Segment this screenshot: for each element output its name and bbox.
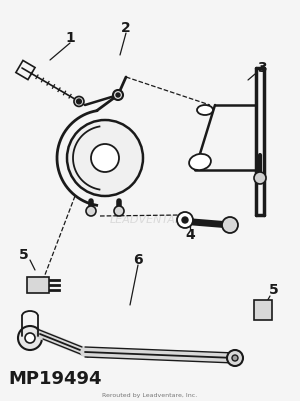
Text: 2: 2: [121, 21, 131, 35]
Text: Rerouted by Leadventare, Inc.: Rerouted by Leadventare, Inc.: [102, 393, 198, 398]
Circle shape: [177, 212, 193, 228]
Text: 3: 3: [257, 61, 267, 75]
Text: 6: 6: [133, 253, 143, 267]
Circle shape: [182, 217, 188, 223]
Text: 5: 5: [269, 283, 279, 297]
Circle shape: [76, 99, 82, 104]
Circle shape: [18, 326, 42, 350]
Text: 4: 4: [185, 228, 195, 242]
Circle shape: [25, 333, 35, 343]
Text: 5: 5: [19, 248, 29, 262]
Circle shape: [227, 350, 243, 366]
Circle shape: [67, 120, 143, 196]
Circle shape: [254, 172, 266, 184]
Ellipse shape: [197, 105, 213, 115]
Circle shape: [74, 97, 84, 106]
Circle shape: [222, 217, 238, 233]
Text: LEADVENTARE: LEADVENTARE: [110, 215, 190, 225]
Circle shape: [86, 206, 96, 216]
Circle shape: [114, 206, 124, 216]
Polygon shape: [254, 300, 272, 320]
Text: 1: 1: [65, 31, 75, 45]
Circle shape: [91, 144, 119, 172]
Text: MP19494: MP19494: [8, 370, 101, 388]
Circle shape: [116, 93, 120, 97]
Ellipse shape: [189, 154, 211, 170]
Circle shape: [232, 355, 238, 361]
Polygon shape: [27, 277, 49, 293]
Circle shape: [113, 90, 123, 100]
